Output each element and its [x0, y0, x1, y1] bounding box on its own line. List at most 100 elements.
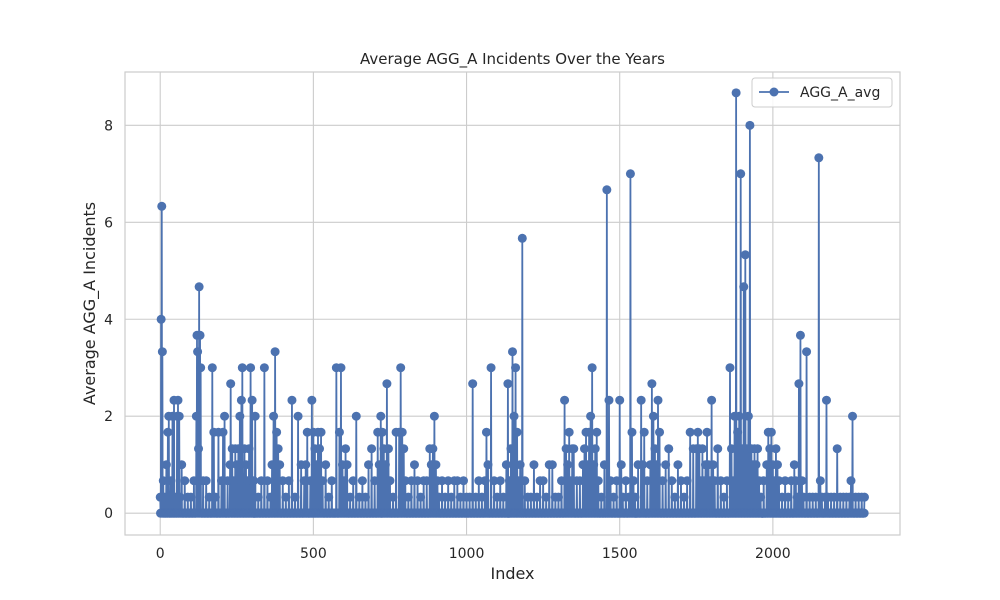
data-point: [284, 476, 294, 486]
data-point: [682, 476, 692, 486]
data-point: [515, 460, 525, 470]
data-point: [664, 444, 674, 454]
chart-title: Average AGG_A Incidents Over the Years: [360, 50, 665, 69]
data-point: [670, 492, 680, 502]
y-tick-label: 0: [104, 506, 113, 522]
data-point: [602, 185, 612, 195]
data-point: [653, 395, 663, 405]
data-point: [621, 476, 631, 486]
data-point: [345, 492, 355, 502]
tick-labels: 0 500 1000 1500 2000 0 2 4 6 8: [104, 118, 791, 562]
data-point: [794, 379, 804, 389]
data-point: [639, 427, 649, 437]
data-point: [262, 476, 272, 486]
data-point: [756, 492, 766, 502]
data-point: [220, 411, 230, 421]
data-point: [511, 363, 521, 373]
data-point: [512, 427, 522, 437]
y-axis-label: Average AGG_A Incidents: [80, 202, 100, 405]
data-point: [593, 476, 603, 486]
data-point: [339, 476, 349, 486]
data-point: [173, 395, 183, 405]
data-point: [753, 444, 763, 454]
data-point: [553, 492, 563, 502]
data-point: [569, 444, 579, 454]
data-point: [560, 395, 570, 405]
data-point: [599, 460, 609, 470]
data-point: [616, 460, 626, 470]
data-point: [275, 460, 285, 470]
data-point: [174, 411, 184, 421]
data-point: [293, 411, 303, 421]
data-point: [797, 476, 807, 486]
data-point: [422, 476, 432, 486]
data-point: [636, 395, 646, 405]
data-point: [480, 476, 490, 486]
data-point: [266, 492, 275, 502]
data-point: [177, 460, 187, 470]
data-point: [196, 363, 206, 373]
data-point: [195, 330, 205, 340]
data-point: [186, 492, 196, 502]
data-point: [541, 492, 551, 502]
data-point: [207, 363, 217, 373]
x-tick-label: 0: [156, 546, 165, 562]
data-point: [529, 460, 539, 470]
data-point: [360, 492, 370, 502]
data-point: [367, 444, 377, 454]
legend: AGG_A_avg: [751, 77, 893, 108]
data-point: [587, 363, 597, 373]
data-point: [321, 460, 331, 470]
data-point: [376, 411, 386, 421]
data-point: [318, 476, 328, 486]
data-point: [596, 492, 606, 502]
data-point: [517, 233, 527, 243]
data-point: [751, 460, 761, 470]
data-point: [249, 476, 259, 486]
data-point: [638, 460, 648, 470]
data-point: [848, 411, 858, 421]
data-point: [210, 492, 220, 502]
data-point: [269, 411, 279, 421]
data-point: [584, 427, 594, 437]
data-point: [846, 476, 856, 486]
data-point: [795, 330, 805, 340]
data-point: [388, 492, 398, 502]
x-tick-label: 2000: [755, 546, 791, 562]
data-point: [504, 476, 514, 486]
legend-label: AGG_A_avg: [800, 85, 880, 101]
data-point: [564, 427, 574, 437]
data-point: [194, 282, 204, 292]
data-point: [403, 492, 413, 502]
data-point: [661, 460, 671, 470]
data-point: [327, 476, 337, 486]
data-point: [193, 347, 203, 357]
data-point: [815, 476, 825, 486]
data-point: [731, 88, 741, 98]
data-point: [673, 460, 683, 470]
data-point: [166, 476, 176, 486]
data-point: [468, 379, 478, 389]
legend-box: [751, 77, 893, 108]
data-point: [287, 395, 297, 405]
data-point: [270, 347, 280, 357]
legend-marker-swatch: [769, 87, 779, 97]
data-point: [772, 460, 782, 470]
data-point: [377, 427, 387, 437]
data-point: [235, 411, 245, 421]
data-point: [385, 476, 395, 486]
data-point: [307, 395, 317, 405]
data-point: [733, 427, 743, 437]
data-point: [336, 363, 346, 373]
data-point: [428, 444, 438, 454]
data-point: [604, 395, 614, 405]
data-point: [708, 460, 718, 470]
data-point: [334, 427, 344, 437]
data-point: [821, 395, 831, 405]
data-point: [477, 492, 487, 502]
data-point: [397, 427, 407, 437]
data-point: [508, 347, 517, 357]
data-point: [693, 427, 703, 437]
data-point: [157, 201, 167, 211]
